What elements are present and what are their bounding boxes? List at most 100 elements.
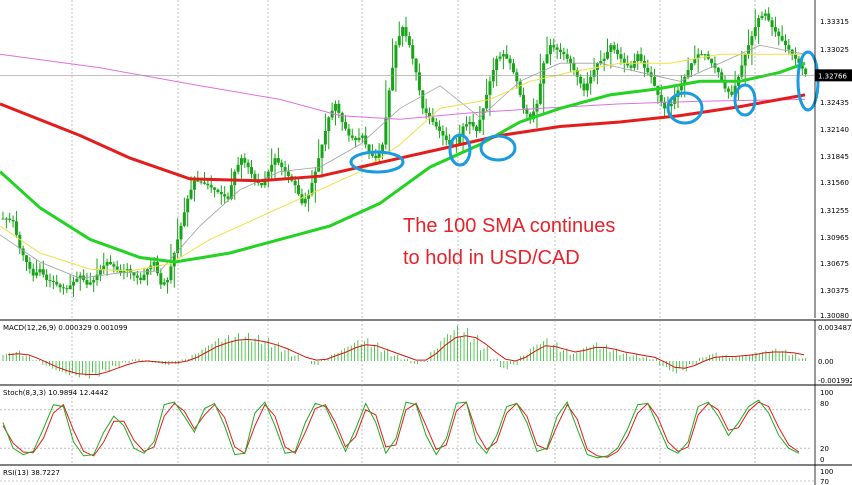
candle-body [78,275,82,279]
candle-body [606,51,609,59]
candle-body [105,261,109,266]
candle-body [612,45,616,50]
candle-body [41,269,45,275]
candle-body [572,63,576,71]
rsi-tick-label: 70 [820,478,829,485]
candle-body [88,282,92,285]
candle-body [787,45,791,50]
stochastic-label: Stoch(8,3,3) 10.9894 12.4442 [3,389,108,397]
candle-body [155,261,159,274]
candle-body [622,58,626,64]
candle-body [508,58,512,64]
price-tick-label: 1.30675 [820,260,849,268]
candle-body [216,189,220,192]
candle-body [31,268,35,276]
candle-body [189,189,193,199]
macd-tick-label: 0.00 [818,358,834,366]
candle-body [562,51,566,55]
candle-body [545,54,549,64]
candle-body [75,278,79,282]
candle-body [743,54,747,66]
candle-body [632,60,636,68]
candle-body [1,218,5,220]
candle-body [4,218,8,220]
rsi-label: RSI(13) 38.7227 [3,469,60,477]
ma-line-sma-50 [0,61,806,264]
candle-body [179,225,183,240]
candle-body [730,91,734,95]
macd-tick-label: -0.001992 [818,377,852,385]
candle-body [253,173,257,181]
candle-body [700,54,704,56]
candle-body [414,58,418,73]
candle-body [236,164,240,172]
candle-body [391,67,395,91]
candle-body [51,280,55,282]
candle-body [270,164,274,172]
candle-body [206,183,210,186]
candle-body [209,185,213,188]
candle-body [582,83,586,91]
candle-body [38,269,42,273]
candle-body [740,65,744,77]
candle-body [495,58,499,71]
candle-body [626,63,630,66]
candle-body [92,280,96,283]
candle-body [317,158,321,172]
candle-body [122,271,126,273]
candle-body [750,36,754,46]
candle-body [646,67,650,73]
candle-body [21,248,25,256]
candle-body [340,112,344,122]
candle-body [374,155,378,159]
candle-body [219,191,223,195]
candle-body [763,13,767,16]
candle-body [297,185,301,195]
candle-body [461,126,465,136]
candle-body [464,124,468,127]
candle-body [18,234,22,249]
rsi-pane: RSI(13) 38.7227 100 70 [0,465,833,485]
ma-line-sma-10 [0,44,806,279]
candle-body [723,80,727,89]
candle-body [266,171,270,179]
candle-body [538,83,542,104]
candle-body [172,252,176,267]
candle-body [669,103,673,107]
price-tick-label: 1.32140 [820,126,849,134]
candle-body [350,135,354,138]
candle-body [575,70,579,77]
candle-body [558,49,562,52]
candle-body [159,273,163,285]
candle-body [303,198,307,204]
candle-body [501,54,505,57]
candle-body [58,284,62,288]
candle-body [135,275,139,278]
candle-body [522,94,526,109]
price-pane: The 100 SMA continues to hold in USD/CAD… [0,0,852,320]
candle-body [777,31,781,37]
stochastic-lines [2,399,800,459]
candle-body [639,54,643,61]
candle-body [404,27,408,37]
price-tick-label: 1.30965 [820,234,849,242]
candle-body [384,117,388,145]
ma-line-sma-100 [0,93,806,183]
candle-body [760,15,764,19]
candle-body [683,76,687,84]
candle-body [98,269,102,275]
price-tick-label: 1.33315 [820,18,849,26]
macd-signal-line [7,335,805,375]
candle-body [367,144,371,154]
candle-body [139,277,143,281]
candle-body [636,54,640,61]
candle-body [653,76,657,86]
candle-body [25,255,29,262]
candle-body [518,81,522,95]
candle-body [431,117,435,122]
price-axis: 1.33315 1.33025 1.32435 1.32140 1.31845 … [814,0,852,320]
candle-body [370,153,374,156]
candle-body [186,198,190,213]
candle-body [511,63,515,73]
